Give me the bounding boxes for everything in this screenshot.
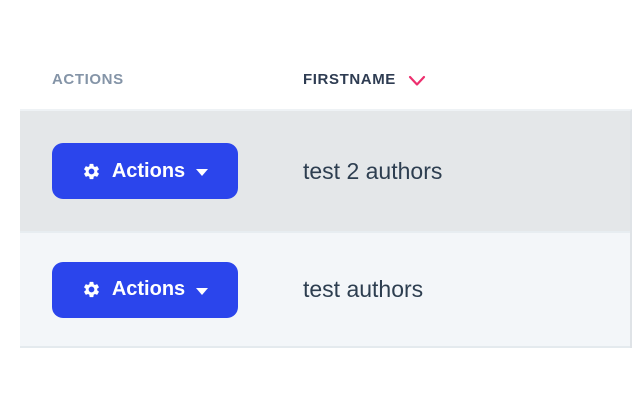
firstname-cell: test 2 authors — [303, 158, 630, 185]
gear-icon — [82, 162, 101, 181]
firstname-value: test 2 authors — [303, 157, 443, 184]
table-row: Actions test authors — [20, 233, 630, 348]
firstname-cell: test authors — [303, 276, 630, 303]
chevron-down-icon[interactable] — [408, 75, 426, 87]
column-header-firstname-label: FIRSTNAME — [303, 71, 396, 88]
caret-down-icon — [196, 169, 209, 176]
actions-cell: Actions — [20, 261, 303, 318]
column-header-firstname[interactable]: FIRSTNAME — [303, 71, 426, 88]
table-header: ACTIONS FIRSTNAME — [0, 71, 632, 88]
actions-dropdown-button[interactable]: Actions — [52, 261, 238, 318]
firstname-value: test authors — [303, 276, 424, 302]
table-body: Actions test 2 authors Actions — [20, 109, 632, 348]
actions-button-label: Actions — [111, 278, 186, 300]
actions-button-label: Actions — [111, 159, 186, 182]
actions-dropdown-button[interactable]: Actions — [52, 143, 238, 199]
column-header-actions-label: ACTIONS — [52, 71, 124, 88]
column-header-actions: ACTIONS — [52, 71, 303, 88]
caret-down-icon — [196, 287, 209, 295]
table-row: Actions test 2 authors — [20, 111, 630, 233]
actions-cell: Actions — [20, 143, 303, 199]
gear-icon — [82, 280, 101, 299]
